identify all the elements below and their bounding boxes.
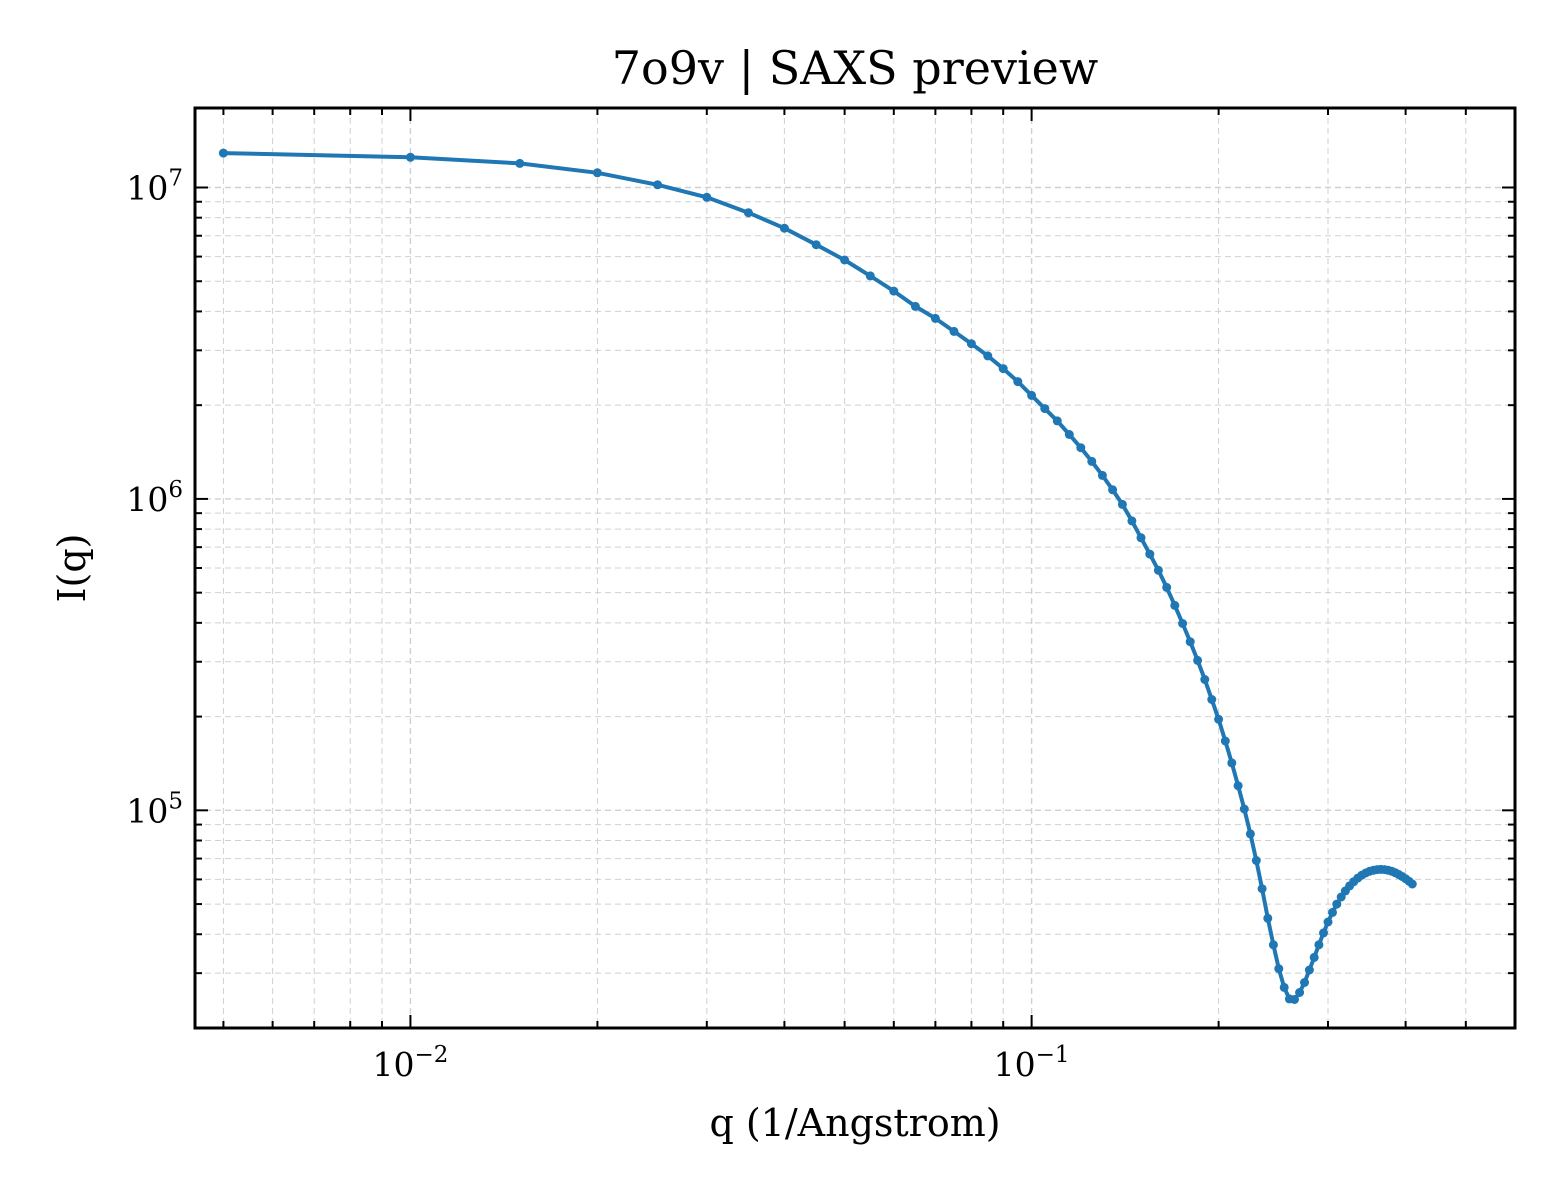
data-point [1407,879,1417,889]
data-point [1170,600,1180,610]
data-point [1153,565,1163,575]
data-point [1064,430,1074,439]
chart-title: 7o9v | SAXS preview [612,41,1099,95]
data-point [1328,907,1337,917]
data-point [1251,856,1261,865]
data-point [1290,995,1299,1004]
data-point [653,180,663,190]
data-point [1127,516,1137,526]
data-point [1027,390,1037,400]
y-axis-label: I(q) [50,534,94,603]
data-point [983,351,993,361]
data-point [1279,982,1289,992]
data-point [592,168,602,178]
data-point [1193,655,1203,665]
data-point [1323,917,1333,927]
data-point [1117,499,1127,509]
data-point [966,339,976,349]
data-point [743,208,753,218]
data-point [930,313,940,323]
data-point [1178,619,1188,628]
data-point [1239,804,1249,814]
x-axis-label: q (1/Angstrom) [709,1101,1000,1145]
data-point [1136,533,1146,543]
data-point [1309,952,1319,962]
data-point [1268,940,1278,950]
y-tick-label: 106 [126,477,183,519]
data-point [1245,829,1255,839]
ticks: 10−2 10−1 105 106 107 [126,108,1515,1084]
data-point [1207,695,1217,704]
data-layer [218,148,1417,1004]
data-point [1013,377,1023,387]
data-point [1145,549,1155,559]
data-point [218,148,228,158]
data-point [1076,443,1086,453]
data-point [1108,485,1118,495]
data-point [840,255,850,265]
data-point [1263,913,1273,923]
data-point [1227,758,1237,768]
data-point [1319,928,1328,938]
y-tick-label: 107 [126,165,183,207]
data-point [811,240,821,250]
data-point [1040,404,1050,414]
data-point [1274,964,1284,974]
data-point [910,301,920,311]
data-point [1295,988,1305,997]
data-point [889,286,899,296]
data-point [1314,940,1324,950]
x-tick-label: 10−1 [994,1042,1070,1084]
y-tick-label: 105 [126,788,183,830]
data-point [1300,978,1309,987]
data-point [949,326,959,336]
data-point [1052,416,1062,426]
data-point [702,192,712,202]
x-tick-label: 10−2 [372,1042,448,1084]
data-point [1220,736,1230,746]
data-point [779,223,789,233]
data-point [865,271,875,281]
data-point [1097,470,1107,480]
data-point [1332,899,1342,909]
data-point [515,158,525,168]
data-point [1087,456,1097,466]
data-point [1304,965,1314,975]
data-point [1185,637,1195,647]
data-point [405,152,415,162]
data-point [1214,714,1224,724]
data-point [1162,582,1172,592]
data-point [1233,781,1243,791]
data-point [1200,675,1210,684]
data-point [1257,884,1267,894]
data-point [998,364,1008,374]
